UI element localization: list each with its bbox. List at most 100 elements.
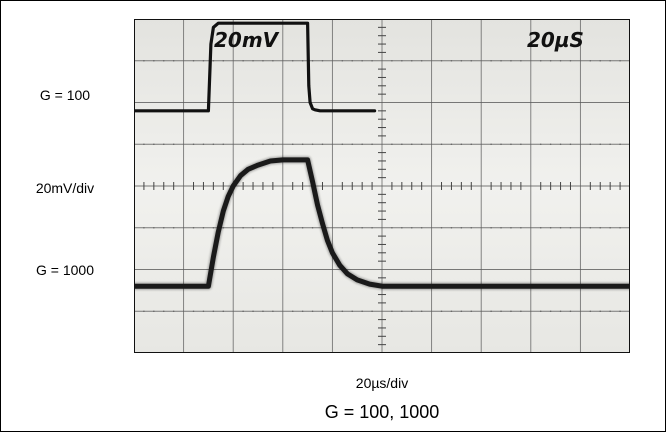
graticule-dot — [599, 226, 602, 229]
graticule — [134, 19, 630, 353]
graticule-dot — [500, 59, 502, 62]
graticule-dot — [420, 226, 423, 229]
graticule-dot — [569, 143, 572, 146]
graticule-dot — [450, 310, 453, 313]
graticule-dot — [172, 226, 175, 229]
graticule-dot — [222, 59, 225, 62]
trace-gain-100 — [134, 21, 377, 113]
graticule-dot — [589, 143, 592, 146]
graticule-dot — [391, 59, 393, 62]
graticule-dot — [351, 59, 354, 62]
graticule-dot — [490, 310, 492, 313]
graticule-dot — [490, 143, 492, 146]
figure-caption: G = 100, 1000 — [324, 402, 440, 422]
graticule-dot — [311, 226, 314, 229]
graticule-dot — [549, 143, 552, 146]
graticule-dot — [192, 143, 195, 146]
graticule-dot — [272, 59, 274, 62]
graticule-dot — [391, 310, 393, 313]
graticule-dot — [450, 226, 453, 229]
graticule-dot — [311, 310, 314, 313]
graticule-dot — [500, 143, 502, 146]
graticule-dot — [440, 143, 443, 146]
screen-border — [134, 19, 630, 353]
graticule-dot — [450, 143, 453, 146]
graticule-dot — [460, 143, 463, 146]
graticule-dot — [401, 310, 403, 313]
graticule-dot — [242, 310, 244, 313]
graticule-dot — [301, 310, 304, 313]
graticule-dot — [172, 310, 175, 313]
trace-gain-1000 — [134, 157, 630, 289]
graticule-dot — [143, 143, 145, 146]
graticule-dot — [460, 310, 463, 313]
graticule-dot — [401, 143, 403, 146]
oscilloscope-screen: 20mV 20µS — [134, 19, 630, 353]
horizontal-scale-label: 20µs/div — [355, 375, 409, 391]
graticule-dot — [212, 59, 215, 62]
graticule-dot — [311, 59, 314, 62]
graticule-dot — [470, 59, 473, 62]
graticule-dot — [162, 226, 165, 229]
graticule-dot — [520, 310, 522, 313]
graticule-dot — [252, 143, 254, 146]
graticule-dot — [162, 310, 165, 313]
graticule-dot — [440, 310, 443, 313]
graticule-dot — [589, 59, 592, 62]
graticule-dot — [371, 310, 373, 313]
graticule-dot — [520, 143, 522, 146]
graticule-dot — [420, 59, 423, 62]
graticule-dot — [361, 59, 363, 62]
graticule-dot — [341, 143, 344, 146]
graticule-dot — [252, 226, 254, 229]
graticule-dot — [520, 59, 522, 62]
graticule-dot — [301, 143, 304, 146]
graticule-dot — [569, 226, 572, 229]
graticule-dot — [569, 59, 572, 62]
graticule-dot — [510, 310, 512, 313]
gain-1000-label: G = 1000 — [36, 262, 94, 278]
graticule-dot — [539, 59, 542, 62]
graticule-dot — [371, 226, 373, 229]
graticule-dot — [619, 310, 621, 313]
graticule-dot — [559, 59, 562, 62]
graticule-dot — [262, 59, 264, 62]
graticule-dot — [242, 226, 244, 229]
graticule-dot — [410, 310, 413, 313]
graticule-dot — [321, 310, 324, 313]
graticule-dot — [539, 143, 542, 146]
graticule-dot — [609, 310, 611, 313]
graticule-dot — [311, 143, 314, 146]
graticule-dot — [252, 310, 254, 313]
graticule-dot — [272, 310, 274, 313]
graticule-dot — [609, 59, 611, 62]
graticule-dot — [410, 59, 413, 62]
graticule-dot — [559, 226, 562, 229]
graticule-dot — [262, 226, 264, 229]
graticule-dot — [192, 59, 195, 62]
graticule-dot — [569, 310, 572, 313]
graticule-dot — [212, 143, 215, 146]
graticule-dot — [242, 143, 244, 146]
graticule-dot — [262, 143, 264, 146]
graticule-dot — [153, 59, 155, 62]
graticule-dot — [619, 226, 621, 229]
graticule-dot — [510, 226, 512, 229]
graticule-dot — [500, 310, 502, 313]
graticule-dot — [202, 143, 205, 146]
graticule-dot — [153, 143, 155, 146]
graticule-dot — [401, 59, 403, 62]
graticule-dot — [440, 226, 443, 229]
graticule-dot — [539, 226, 542, 229]
graticule-dot — [291, 143, 294, 146]
graticule-dot — [460, 59, 463, 62]
graticule-dot — [609, 226, 611, 229]
graticule-dot — [153, 226, 155, 229]
graticule-dot — [510, 143, 512, 146]
graticule-dot — [361, 310, 363, 313]
graticule-dot — [470, 143, 473, 146]
gain-100-label: G = 100 — [39, 87, 91, 103]
graticule-dot — [272, 143, 274, 146]
graticule-dot — [401, 226, 403, 229]
graticule-dot — [490, 59, 492, 62]
